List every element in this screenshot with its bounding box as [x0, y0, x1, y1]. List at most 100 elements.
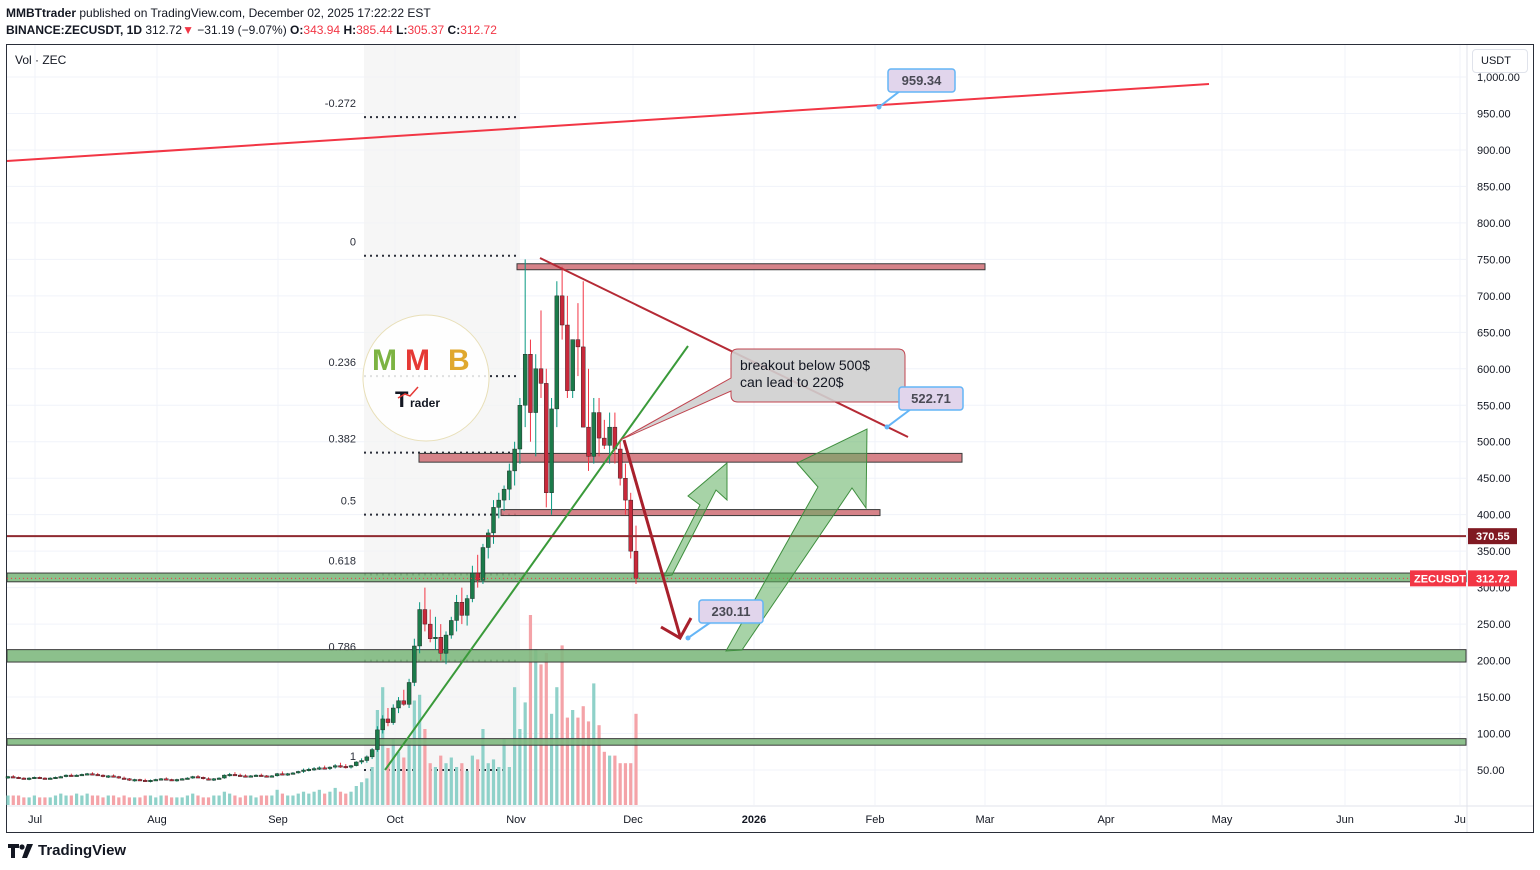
time-tick-label: Dec	[623, 814, 643, 826]
svg-text:M: M	[372, 344, 397, 377]
chart-frame[interactable]	[6, 44, 1534, 833]
grid-lines	[7, 45, 1466, 805]
fib-level-label: -0.272	[325, 98, 356, 110]
svg-text:370.55: 370.55	[1476, 531, 1510, 543]
price-tick-label: 400.00	[1477, 510, 1511, 522]
resistance-zone[interactable]	[500, 509, 881, 517]
ohlc-open-key: O:	[290, 23, 304, 37]
svg-text:ZECUSDT: ZECUSDT	[1414, 573, 1466, 585]
publish-info: MMBTtrader published on TradingView.com,…	[6, 5, 497, 22]
resistance-zone[interactable]	[516, 263, 986, 271]
time-tick-label: Aug	[147, 814, 167, 826]
price-tick-label: 650.00	[1477, 327, 1511, 339]
level-price-tag	[1468, 528, 1517, 545]
price-tick-label: 350.00	[1477, 546, 1511, 558]
price-tick-label: 150.00	[1477, 692, 1511, 704]
price-note-959[interactable]: 959.34	[876, 68, 956, 110]
fib-level-label: 1	[350, 751, 356, 763]
svg-text:T: T	[395, 387, 409, 412]
descending-trendline[interactable]	[539, 257, 909, 438]
time-tick-label: Nov	[506, 814, 526, 826]
time-axis[interactable]: Jul Aug Sep Oct Nov Dec 2026 Feb Mar Apr May Jun Ju	[7, 805, 1533, 826]
ohlc-low-value: 305.37	[407, 23, 445, 37]
chart-header: MMBTtrader published on TradingView.com,…	[6, 5, 497, 39]
price-note-230[interactable]: 230.11	[685, 599, 764, 641]
time-tick-label: Ju	[1454, 814, 1466, 826]
callout-text-line-2: can lead to 220$	[740, 374, 844, 390]
price-tick-label: 600.00	[1477, 364, 1511, 376]
currency-selector-button[interactable]: USDT	[1472, 49, 1528, 73]
time-tick-label: Jun	[1336, 814, 1354, 826]
candlesticks	[5, 259, 639, 783]
price-tick-label: 250.00	[1477, 619, 1511, 631]
last-price-tag	[1468, 570, 1517, 587]
ohlc-high-value: 385.44	[356, 23, 393, 37]
fib-level-label: 0	[350, 237, 356, 249]
fib-level-label: 0.618	[328, 556, 356, 568]
price-note-522[interactable]: 522.71	[884, 386, 964, 430]
ohlc-close-key: C:	[447, 23, 461, 37]
ohlc-close-value: 312.72	[460, 23, 497, 37]
price-note-label: 959.34	[902, 73, 943, 88]
price-note-label: 230.11	[711, 604, 750, 619]
price-tick-label: 50.00	[1477, 765, 1505, 777]
time-tick-label: Sep	[268, 814, 288, 826]
price-tick-label: 500.00	[1477, 437, 1511, 449]
time-tick-label: Feb	[866, 814, 885, 826]
price-tick-label: 750.00	[1477, 254, 1511, 266]
support-zone[interactable]	[6, 738, 1467, 746]
fib-level-label: 0.382	[328, 434, 356, 446]
time-tick-label: Oct	[386, 814, 403, 826]
bullish-projection-arrow-small[interactable]	[663, 461, 728, 577]
price-tick-label: 800.00	[1477, 218, 1511, 230]
price-tick-label: 450.00	[1477, 473, 1511, 485]
ascending-trendline[interactable]	[384, 345, 689, 771]
resistance-zone[interactable]	[418, 452, 963, 463]
svg-text:M: M	[405, 344, 430, 377]
price-tick-label: 900.00	[1477, 145, 1511, 157]
callout-annotation[interactable]: breakout below 500$can lead to 220$	[619, 348, 906, 441]
time-tick-label: 2026	[742, 814, 766, 826]
symbol-price-tag	[1410, 570, 1466, 587]
support-resistance-zones[interactable]	[6, 263, 1467, 746]
author-name[interactable]: MMBTtrader	[6, 6, 77, 20]
volume-bars	[6, 615, 638, 805]
svg-text:312.72: 312.72	[1476, 573, 1510, 585]
published-text: published on TradingView.com, December 0…	[76, 6, 431, 20]
ohlc-high-key: H:	[343, 23, 357, 37]
price-note-label: 522.71	[911, 391, 951, 406]
time-tick-label: May	[1212, 814, 1233, 826]
time-tick-label: Mar	[976, 814, 995, 826]
price-tick-label: 950.00	[1477, 108, 1511, 120]
price-tick-label: 850.00	[1477, 181, 1511, 193]
last-price: 312.72	[145, 23, 183, 37]
mmb-trader-logo: M M BT rader	[362, 314, 490, 442]
symbol-info: BINANCE:ZECUSDT, 1D 312.72▼ −31.19 (−9.0…	[6, 22, 497, 39]
price-tick-label: 200.00	[1477, 656, 1511, 668]
volume-indicator-label[interactable]: Vol · ZEC	[15, 53, 67, 67]
ohlc-low-key: L:	[396, 23, 408, 37]
support-zone[interactable]	[6, 649, 1467, 663]
brand-text: TradingView	[38, 842, 127, 859]
symbol-label: BINANCE:ZECUSDT, 1D	[6, 23, 143, 37]
svg-text:rader: rader	[410, 396, 440, 410]
price-axis[interactable]: 1,000.00 950.00 900.00 850.00 800.00 750.00 70…	[1410, 45, 1520, 832]
long-term-trendline[interactable]	[6, 83, 1210, 162]
price-tick-label: 1,000.00	[1477, 72, 1520, 84]
ohlc-open-value: 343.94	[303, 23, 341, 37]
svg-text:B: B	[448, 344, 470, 377]
price-tick-label: 700.00	[1477, 291, 1511, 303]
callout-text-line-1: breakout below 500$	[740, 357, 870, 373]
support-zone[interactable]	[6, 572, 1467, 583]
fib-level-label: 0.236	[328, 357, 356, 369]
price-change: −31.19 (−9.07%)	[197, 23, 287, 37]
price-tick-label: 550.00	[1477, 400, 1511, 412]
price-tick-label: 100.00	[1477, 729, 1511, 741]
bearish-projection-arrow[interactable]	[622, 439, 682, 637]
down-arrow-icon: ▼	[182, 23, 194, 37]
tradingview-brand[interactable]: TradingView	[8, 842, 126, 859]
time-tick-label: Jul	[28, 814, 42, 826]
tradingview-logo-icon	[8, 843, 33, 858]
drawings[interactable]: breakout below 500$can lead to 220$ 959.3…	[6, 68, 1466, 771]
